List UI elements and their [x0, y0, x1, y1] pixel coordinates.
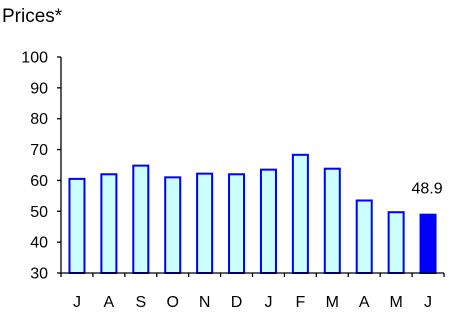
x-tick-label-4: N	[199, 294, 211, 311]
x-tick-label-11: J	[424, 294, 432, 311]
bars-group	[68, 153, 437, 275]
x-tick-label-0: J	[73, 294, 81, 311]
x-tick-label-8: M	[326, 294, 339, 311]
axes-group	[57, 56, 445, 277]
y-tick-label-5: 80	[30, 111, 48, 128]
bar-4	[196, 172, 214, 274]
bar-10	[387, 211, 405, 275]
bar-7	[291, 153, 309, 275]
bar-0	[68, 177, 86, 274]
x-tick-label-2: S	[135, 294, 146, 311]
x-tick-label-9: A	[359, 294, 370, 311]
y-tick-label-2: 50	[30, 204, 48, 221]
bar-1	[100, 173, 118, 274]
labels-group: 30 40 50 60 70 80 90 100 J A S O N D J F M A M J 48.9	[21, 50, 442, 312]
chart-title: Prices*	[2, 6, 63, 27]
data-label-0: 48.9	[411, 181, 442, 198]
bar-9	[355, 199, 373, 275]
y-tick-label-0: 30	[30, 266, 48, 283]
x-tick-label-6: J	[264, 294, 272, 311]
x-tick-label-10: M	[389, 294, 402, 311]
x-tick-label-7: F	[295, 294, 305, 311]
x-tick-label-3: O	[166, 294, 178, 311]
y-tick-label-7: 100	[21, 50, 48, 67]
x-tick-label-5: D	[231, 294, 243, 311]
bar-5	[228, 173, 246, 274]
bar-2	[132, 164, 150, 274]
bar-11	[419, 213, 437, 274]
bar-8	[323, 167, 341, 274]
y-tick-label-6: 90	[30, 80, 48, 97]
x-tick-label-1: A	[104, 294, 115, 311]
bar-3	[164, 176, 182, 274]
y-tick-label-1: 40	[30, 235, 48, 252]
y-tick-label-4: 70	[30, 142, 48, 159]
bar-6	[259, 168, 277, 275]
y-tick-label-3: 60	[30, 173, 48, 190]
